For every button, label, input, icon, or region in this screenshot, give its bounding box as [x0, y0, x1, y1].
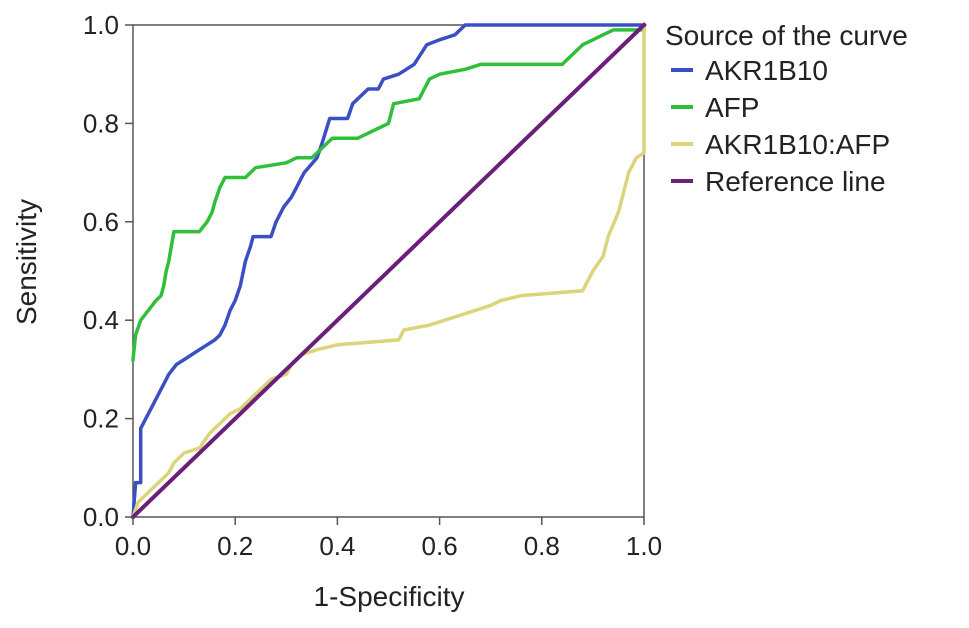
x-tick-label-4: 0.8 [524, 531, 560, 561]
y-axis-title: Sensitivity [11, 199, 42, 325]
x-axis-title: 1-Specificity [314, 581, 465, 612]
x-axis: 0.0 0.2 0.4 0.6 0.8 1.0 [115, 517, 662, 561]
series-line-akr1b10 [131, 23, 646, 519]
y-tick-label-0: 0.0 [83, 502, 119, 532]
series-line-reference-line [130, 22, 647, 520]
y-tick-label-4: 0.8 [83, 108, 119, 138]
y-tick-label-2: 0.4 [83, 305, 119, 335]
y-axis: 0.0 0.2 0.4 0.6 0.8 1.0 [83, 10, 133, 532]
x-tick-label-1: 0.2 [217, 531, 253, 561]
legend-label-akr1b10-afp: AKR1B10:AFP [705, 129, 890, 160]
plot-area [130, 22, 647, 520]
series-line-afp [131, 23, 646, 362]
series-layer [130, 22, 647, 520]
legend-title: Source of the curve [665, 20, 908, 51]
y-tick-label-3: 0.6 [83, 207, 119, 237]
x-tick-label-2: 0.4 [319, 531, 355, 561]
x-tick-label-3: 0.6 [422, 531, 458, 561]
legend-label-afp: AFP [705, 92, 759, 123]
y-tick-label-5: 1.0 [83, 10, 119, 40]
x-tick-label-5: 1.0 [626, 531, 662, 561]
x-tick-label-0: 0.0 [115, 531, 151, 561]
legend-label-reference-line: Reference line [705, 166, 886, 197]
legend-label-akr1b10: AKR1B10 [705, 55, 828, 86]
legend: Source of the curve AKR1B10 AFP AKR1B10:AF… [665, 20, 908, 197]
y-tick-label-1: 0.2 [83, 404, 119, 434]
series-line-akr1b10-afp [130, 23, 646, 520]
legend-items: AKR1B10 AFP AKR1B10:AFP Reference line [671, 55, 890, 197]
plot-frame [132, 24, 645, 518]
